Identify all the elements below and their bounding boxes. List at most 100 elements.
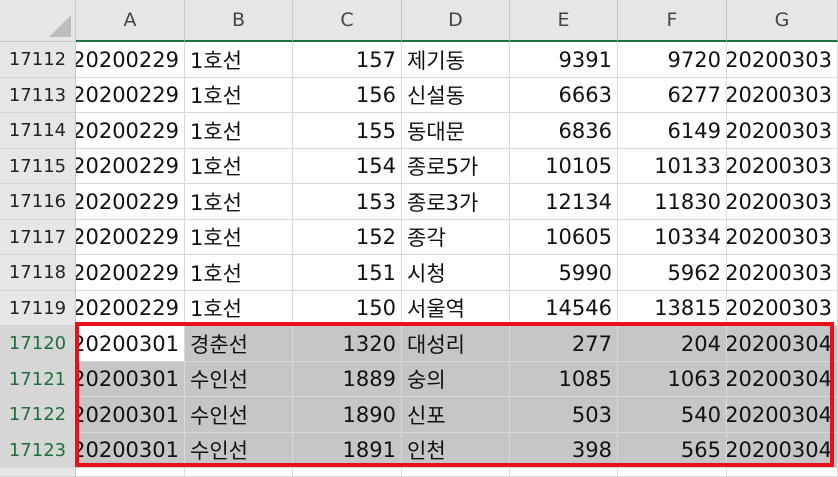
cell-e-17112[interactable]: 9391 [510, 42, 618, 78]
select-all-corner[interactable] [0, 0, 76, 42]
cell-a-17120[interactable]: 20200301 [76, 326, 185, 362]
cell-f-17120[interactable]: 204 [618, 326, 727, 362]
cell-f-17116[interactable]: 11830 [618, 184, 727, 220]
cell-d-17123[interactable]: 인천 [402, 433, 510, 468]
cell-g-17113[interactable]: 20200303 [727, 78, 838, 113]
cell-c-17117[interactable]: 152 [293, 220, 402, 255]
cell-f-17122[interactable]: 540 [618, 397, 727, 433]
column-header-d[interactable]: D [402, 0, 510, 42]
cell-f-17118[interactable]: 5962 [618, 255, 727, 291]
row-header[interactable]: 17112 [0, 42, 76, 78]
cell-f-17119[interactable]: 13815 [618, 291, 727, 326]
cell-d-17114[interactable]: 동대문 [402, 113, 510, 149]
cell-e-17117[interactable]: 10605 [510, 220, 618, 255]
cell-e-17115[interactable]: 10105 [510, 149, 618, 184]
cell-c-17118[interactable]: 151 [293, 255, 402, 291]
cell-e-17121[interactable]: 1085 [510, 362, 618, 397]
cell-d-17112[interactable]: 제기동 [402, 42, 510, 78]
cell-b-17121[interactable]: 수인선 [185, 362, 293, 397]
cell-f-17123[interactable]: 565 [618, 433, 727, 468]
cell-d-17119[interactable]: 서울역 [402, 291, 510, 326]
cell-g-17118[interactable]: 20200303 [727, 255, 838, 291]
column-header-g[interactable]: G [727, 0, 838, 42]
cell-partial[interactable] [76, 468, 185, 477]
cell-f-17117[interactable]: 10334 [618, 220, 727, 255]
cell-c-17122[interactable]: 1890 [293, 397, 402, 433]
cell-d-17116[interactable]: 종로3가 [402, 184, 510, 220]
cell-b-17122[interactable]: 수인선 [185, 397, 293, 433]
row-header[interactable]: 17116 [0, 184, 76, 220]
cell-c-17112[interactable]: 157 [293, 42, 402, 78]
cell-e-17114[interactable]: 6836 [510, 113, 618, 149]
row-header-partial[interactable] [0, 468, 76, 477]
cell-g-17112[interactable]: 20200303 [727, 42, 838, 78]
cell-partial[interactable] [727, 468, 838, 477]
cell-a-17118[interactable]: 20200229 [76, 255, 185, 291]
column-header-b[interactable]: B [185, 0, 293, 42]
cell-e-17123[interactable]: 398 [510, 433, 618, 468]
row-header[interactable]: 17121 [0, 362, 76, 397]
column-header-e[interactable]: E [510, 0, 618, 42]
row-header[interactable]: 17122 [0, 397, 76, 433]
cell-partial[interactable] [293, 468, 402, 477]
cell-d-17118[interactable]: 시청 [402, 255, 510, 291]
cell-a-17114[interactable]: 20200229 [76, 113, 185, 149]
cell-e-17118[interactable]: 5990 [510, 255, 618, 291]
cell-b-17114[interactable]: 1호선 [185, 113, 293, 149]
cell-a-17122[interactable]: 20200301 [76, 397, 185, 433]
cell-b-17118[interactable]: 1호선 [185, 255, 293, 291]
row-header[interactable]: 17115 [0, 149, 76, 184]
cell-a-17121[interactable]: 20200301 [76, 362, 185, 397]
row-header[interactable]: 17119 [0, 291, 76, 326]
cell-c-17115[interactable]: 154 [293, 149, 402, 184]
cell-a-17116[interactable]: 20200229 [76, 184, 185, 220]
cell-b-17112[interactable]: 1호선 [185, 42, 293, 78]
cell-e-17116[interactable]: 12134 [510, 184, 618, 220]
cell-g-17117[interactable]: 20200303 [727, 220, 838, 255]
cell-b-17123[interactable]: 수인선 [185, 433, 293, 468]
cell-e-17120[interactable]: 277 [510, 326, 618, 362]
cell-c-17121[interactable]: 1889 [293, 362, 402, 397]
cell-f-17112[interactable]: 9720 [618, 42, 727, 78]
cell-g-17122[interactable]: 20200304 [727, 397, 838, 433]
cell-f-17113[interactable]: 6277 [618, 78, 727, 113]
cell-d-17120[interactable]: 대성리 [402, 326, 510, 362]
cell-e-17119[interactable]: 14546 [510, 291, 618, 326]
cell-partial[interactable] [510, 468, 618, 477]
cell-f-17115[interactable]: 10133 [618, 149, 727, 184]
cell-g-17114[interactable]: 20200303 [727, 113, 838, 149]
cell-d-17122[interactable]: 신포 [402, 397, 510, 433]
cell-a-17119[interactable]: 20200229 [76, 291, 185, 326]
cell-e-17122[interactable]: 503 [510, 397, 618, 433]
cell-d-17113[interactable]: 신설동 [402, 78, 510, 113]
row-header[interactable]: 17123 [0, 433, 76, 468]
cell-a-17115[interactable]: 20200229 [76, 149, 185, 184]
cell-e-17113[interactable]: 6663 [510, 78, 618, 113]
row-header[interactable]: 17114 [0, 113, 76, 149]
cell-b-17119[interactable]: 1호선 [185, 291, 293, 326]
column-header-f[interactable]: F [618, 0, 727, 42]
cell-c-17120[interactable]: 1320 [293, 326, 402, 362]
cell-d-17121[interactable]: 숭의 [402, 362, 510, 397]
cell-partial[interactable] [185, 468, 293, 477]
cell-c-17114[interactable]: 155 [293, 113, 402, 149]
cell-b-17116[interactable]: 1호선 [185, 184, 293, 220]
cell-c-17113[interactable]: 156 [293, 78, 402, 113]
cell-d-17115[interactable]: 종로5가 [402, 149, 510, 184]
cell-a-17113[interactable]: 20200229 [76, 78, 185, 113]
cell-g-17120[interactable]: 20200304 [727, 326, 838, 362]
cell-f-17114[interactable]: 6149 [618, 113, 727, 149]
cell-d-17117[interactable]: 종각 [402, 220, 510, 255]
row-header[interactable]: 17120 [0, 326, 76, 362]
column-header-c[interactable]: C [293, 0, 402, 42]
cell-g-17123[interactable]: 20200304 [727, 433, 838, 468]
row-header[interactable]: 17118 [0, 255, 76, 291]
row-header[interactable]: 17113 [0, 78, 76, 113]
cell-partial[interactable] [618, 468, 727, 477]
cell-a-17112[interactable]: 20200229 [76, 42, 185, 78]
cell-partial[interactable] [402, 468, 510, 477]
column-header-a[interactable]: A [76, 0, 185, 42]
cell-g-17115[interactable]: 20200303 [727, 149, 838, 184]
cell-g-17119[interactable]: 20200303 [727, 291, 838, 326]
